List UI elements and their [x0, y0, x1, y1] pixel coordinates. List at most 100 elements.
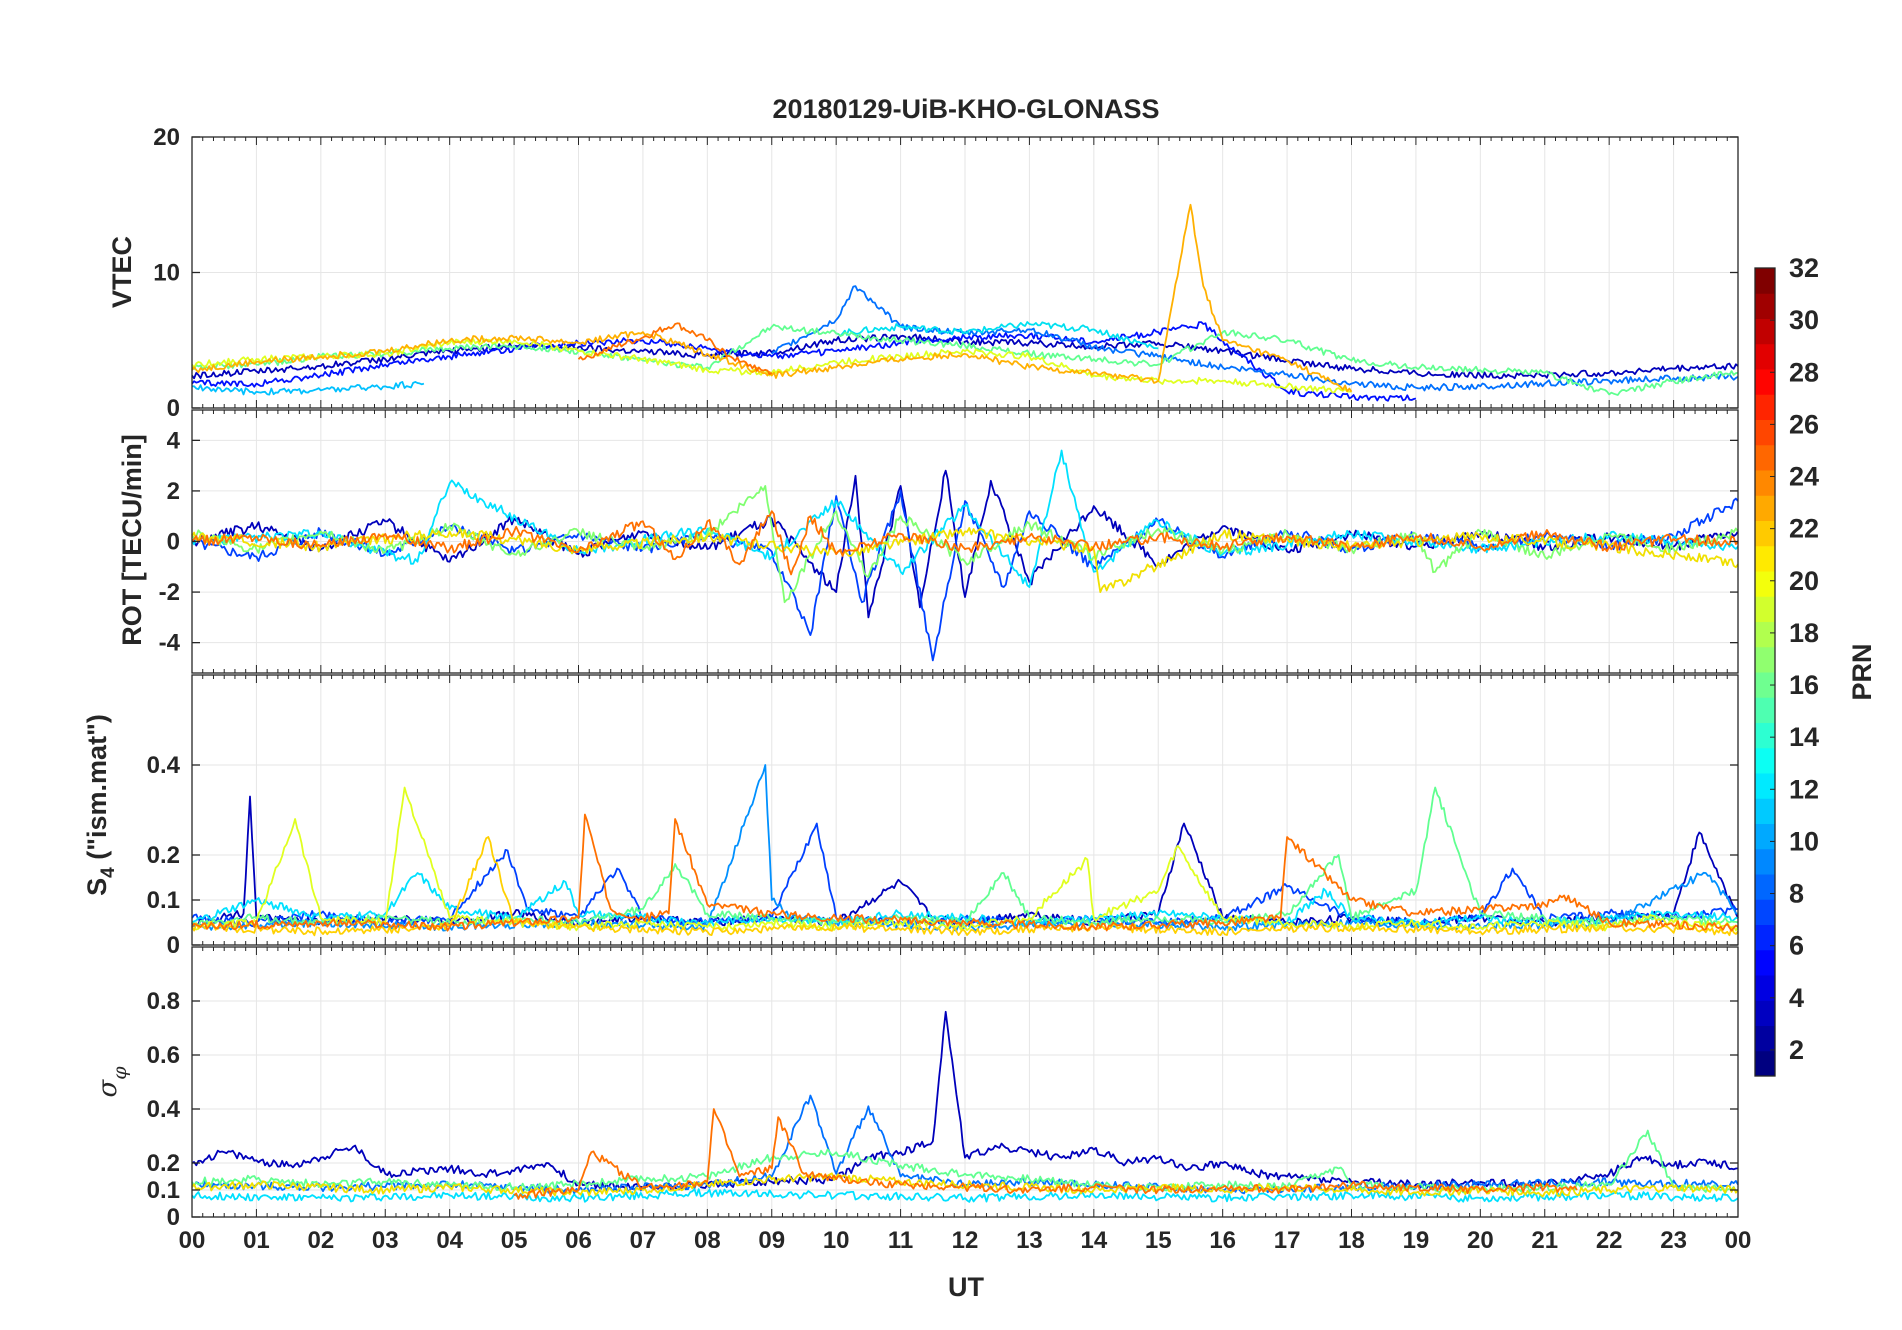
colorbar-swatch	[1755, 874, 1775, 900]
sigma-phi-series	[191, 1010, 1739, 1203]
x-tick-label: 19	[1403, 1227, 1430, 1254]
colorbar-label: PRN	[1847, 643, 1877, 700]
x-tick-label: 08	[694, 1227, 721, 1254]
colorbar-swatch	[1755, 747, 1775, 774]
colorbar-swatch	[1755, 621, 1775, 648]
s4-series-prn-19	[191, 786, 1739, 932]
vtec-series-prn-22	[191, 203, 1353, 393]
rot-ytick-label: -4	[159, 630, 181, 657]
s4-series-prn-13	[191, 872, 1739, 928]
colorbar-swatch	[1755, 823, 1775, 850]
colorbar-swatch	[1755, 596, 1775, 622]
colorbar-swatch	[1755, 949, 1775, 976]
colorbar-swatch	[1755, 419, 1775, 446]
rot-series-prn-20	[191, 527, 1739, 593]
sigma-phi-ytick-label: 0.6	[147, 1042, 180, 1069]
s4-ytick-label: 0	[167, 932, 180, 959]
vtec-ytick-label: 0	[167, 395, 180, 422]
colorbar-tick-label: 6	[1789, 931, 1804, 961]
rot-series-prn-17	[191, 484, 1739, 604]
x-tick-label: 01	[243, 1227, 270, 1254]
colorbar-tick-label: 4	[1789, 983, 1804, 1013]
sigma-phi-ylabel: σφ	[93, 1066, 131, 1098]
x-tick-label: 07	[630, 1227, 657, 1254]
colorbar-swatch	[1755, 975, 1775, 1001]
s4-ticks: 0 0.1 0.2 0.4	[147, 675, 1738, 959]
x-tick-label: 03	[372, 1227, 399, 1254]
panel-sigma-phi: 00.10.2 0.4 0.6 0.8 σφ	[93, 946, 1739, 1231]
colorbar-swatch	[1755, 722, 1775, 749]
vtec-series	[191, 203, 1739, 402]
rot-series-prn-2	[191, 469, 1739, 619]
colorbar-tick-label: 20	[1789, 566, 1819, 596]
colorbar-tick-label: 24	[1789, 462, 1819, 492]
colorbar-tick-label: 16	[1789, 670, 1819, 700]
colorbar-swatch	[1755, 318, 1775, 345]
x-tick-label: 15	[1145, 1227, 1172, 1254]
s4-series-prn-24	[191, 813, 1739, 932]
sigma-phi-series-prn-13	[191, 1188, 1739, 1203]
colorbar-tick-label: 12	[1789, 774, 1819, 804]
x-tick-label: 06	[565, 1227, 592, 1254]
panel-vtec: 0 10 20 VTEC	[107, 124, 1739, 422]
colorbar-swatch	[1755, 470, 1775, 496]
s4-ytick-label: 0.1	[147, 887, 180, 914]
colorbar-swatch	[1755, 394, 1775, 420]
vtec-ytick-label: 20	[153, 124, 180, 151]
x-tick-label: 21	[1531, 1227, 1558, 1254]
sigma-phi-ytick-label: 0.4	[147, 1096, 181, 1123]
x-tick-label: 17	[1274, 1227, 1301, 1254]
s4-ylabel-rest: ("ism.mat")	[82, 714, 112, 867]
rot-series-prn-13	[191, 449, 1739, 588]
colorbar-tick-label: 18	[1789, 618, 1819, 648]
x-axis-label: UT	[948, 1272, 984, 1302]
colorbar-swatch	[1755, 1000, 1775, 1026]
figure-title: 20180129-UiB-KHO-GLONASS	[772, 94, 1159, 124]
sigma-phi-ytick-label: 0.2	[147, 1150, 180, 1177]
colorbar-tick-label: 8	[1789, 879, 1804, 909]
colorbar-swatch	[1755, 520, 1775, 547]
colorbar-swatch	[1755, 444, 1775, 471]
x-tick-label: 04	[436, 1227, 463, 1254]
vtec-ylabel: VTEC	[107, 236, 137, 308]
colorbar-tick-label: 14	[1789, 722, 1819, 752]
vtec-series-prn-2	[191, 333, 1739, 380]
colorbar-tick-label: 22	[1789, 514, 1819, 544]
colorbar-swatch	[1755, 899, 1775, 925]
sigma-phi-series-prn-24	[513, 1108, 1578, 1200]
colorbar-box	[1754, 267, 1776, 1077]
x-tick-label: 02	[307, 1227, 334, 1254]
x-tick-label: 10	[823, 1227, 850, 1254]
sigma-phi-ytick-label: 0.8	[147, 988, 180, 1015]
sigma-phi-ytick-label: 0	[167, 1204, 180, 1231]
sigma-phi-ticks: 00.10.2 0.4 0.6 0.8	[147, 947, 1738, 1231]
sigma-phi-series-prn-2	[191, 1010, 1739, 1191]
vtec-ytick-label: 10	[153, 260, 180, 287]
rot-ytick-label: -2	[159, 579, 180, 606]
x-tick-labels: 00 01 02 03 04 05 06 07 08 09 10 11 12 13 14 15 16 17 18 19…	[179, 1227, 1752, 1254]
rot-series-prn-24	[191, 510, 1739, 576]
x-tick-label: 00	[179, 1227, 206, 1254]
colorbar-swatch	[1755, 495, 1775, 521]
vtec-series-prn-11	[192, 380, 425, 396]
x-tick-label: 23	[1660, 1227, 1687, 1254]
colorbar-swatch	[1755, 1025, 1775, 1052]
x-tick-label: 16	[1209, 1227, 1236, 1254]
colorbar-swatch	[1755, 773, 1775, 799]
colorbar-tick-label: 10	[1789, 826, 1819, 856]
sigma-phi-ylabel-phi: φ	[109, 1066, 131, 1080]
colorbar-swatch	[1755, 545, 1775, 572]
vtec-grid	[192, 137, 1738, 408]
vtec-series-prn-12	[835, 321, 1159, 350]
colorbar-swatch	[1755, 369, 1775, 395]
colorbar-tick-label: 32	[1789, 253, 1819, 283]
s4-grid	[192, 675, 1738, 945]
s4-ylabel-s: S	[82, 878, 112, 896]
s4-series	[191, 764, 1739, 937]
vtec-series-prn-16	[191, 323, 1739, 396]
rot-ticks: -4 -2 0 2 4	[159, 410, 1738, 673]
colorbar-swatch	[1755, 343, 1775, 370]
